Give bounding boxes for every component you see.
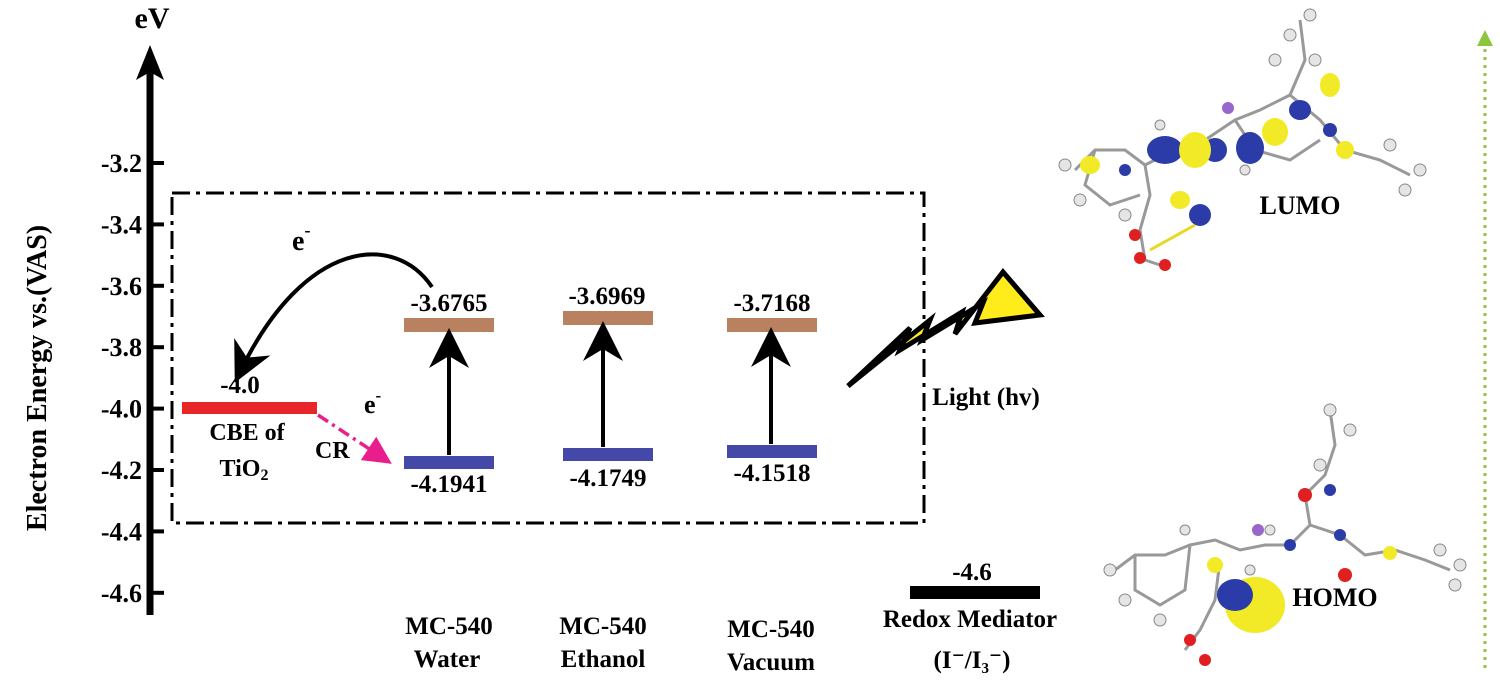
lumo-level-bar bbox=[727, 318, 817, 332]
recombination-label: CR bbox=[315, 438, 350, 464]
redox-value: -4.6 bbox=[952, 559, 992, 586]
injection-electron-label: e- bbox=[292, 220, 310, 257]
homo-label: HOMO bbox=[1292, 583, 1377, 612]
mc540-vacuum-levels: -3.7168 -4.1518 bbox=[727, 290, 817, 487]
lightning-bolt-icon bbox=[846, 268, 1045, 388]
column-name-vacuum-line1: MC-540 bbox=[727, 616, 814, 643]
lumo-value: -3.6765 bbox=[410, 290, 487, 317]
lumo-level-bar bbox=[563, 311, 653, 325]
axis-title: Electron Energy vs.(VAS) bbox=[22, 224, 53, 532]
light-label: Light (hv) bbox=[932, 384, 1040, 411]
lumo-value: -3.6969 bbox=[568, 283, 645, 310]
electron-injection: e- bbox=[234, 220, 434, 383]
tio2-label-line2: TiO2 bbox=[220, 456, 269, 484]
redox-level-bar bbox=[910, 586, 1040, 599]
homo-level-bar bbox=[563, 448, 653, 461]
axis-ticks: -3.2 -3.4 -3.6 -3.8 -4.0 -4.2 -4.4 -4.6 bbox=[101, 149, 164, 608]
homo-value: -4.1941 bbox=[410, 471, 487, 498]
column-name-water-line1: MC-540 bbox=[405, 613, 492, 640]
axis-tick-label: -4.6 bbox=[101, 579, 142, 608]
homo-level-bar bbox=[404, 456, 494, 469]
redox-label-line1: Redox Mediator bbox=[883, 606, 1057, 633]
axis-tick-label: -3.2 bbox=[101, 149, 142, 178]
tio2-conduction-band: -4.0 CBE of TiO2 bbox=[182, 372, 317, 484]
tio2-value: -4.0 bbox=[220, 372, 260, 399]
mc540-water-levels: -3.6765 -4.1941 bbox=[404, 290, 494, 498]
redox-label-line2: (I⁻/I₃⁻) bbox=[934, 647, 1011, 674]
lumo-value: -3.7168 bbox=[733, 290, 810, 317]
lumo-orbital-illustration bbox=[1058, 8, 1427, 271]
green-dotted-arrow bbox=[1477, 30, 1493, 668]
homo-level-bar bbox=[727, 445, 817, 458]
column-name-water-line2: Water bbox=[414, 646, 481, 673]
homo-value: -4.1518 bbox=[733, 460, 810, 487]
redox-mediator: -4.6 Redox Mediator (I⁻/I₃⁻) bbox=[883, 559, 1057, 674]
lumo-label: LUMO bbox=[1260, 191, 1341, 220]
column-name-ethanol-line2: Ethanol bbox=[561, 646, 646, 673]
axis-tick-label: -4.4 bbox=[101, 517, 142, 546]
column-names: MC-540 Water MC-540 Ethanol MC-540 Vacuu… bbox=[405, 613, 815, 676]
lumo-level-bar bbox=[404, 318, 494, 332]
axis-unit-label: eV bbox=[135, 2, 170, 35]
homo-value: -4.1749 bbox=[569, 465, 646, 492]
energy-axis: eV -3.2 -3.4 -3.6 -3.8 -4.0 -4.2 -4.4 -4.6 bbox=[101, 2, 170, 615]
levels-frame bbox=[170, 191, 926, 525]
axis-tick-label: -4.0 bbox=[101, 395, 142, 424]
homo-orbital-illustration bbox=[1103, 403, 1467, 666]
recombination-electron-label: e- bbox=[364, 386, 382, 419]
tio2-level-bar bbox=[182, 402, 317, 414]
atom bbox=[1222, 102, 1234, 114]
axis-tick-label: -3.6 bbox=[101, 272, 142, 301]
column-name-vacuum-line2: Vacuum bbox=[727, 649, 815, 676]
recombination-arrow bbox=[317, 413, 392, 464]
charge-recombination: e- CR bbox=[315, 386, 392, 464]
axis-tick-label: -4.2 bbox=[101, 456, 142, 485]
injection-arrow bbox=[234, 252, 434, 383]
axis-tick-label: -3.4 bbox=[101, 210, 142, 239]
mc540-ethanol-levels: -3.6969 -4.1749 bbox=[563, 283, 653, 492]
column-name-ethanol-line1: MC-540 bbox=[559, 613, 646, 640]
axis-arrowhead bbox=[136, 45, 164, 80]
tio2-label-line1: CBE of bbox=[209, 420, 285, 446]
axis-tick-label: -3.8 bbox=[101, 333, 142, 362]
